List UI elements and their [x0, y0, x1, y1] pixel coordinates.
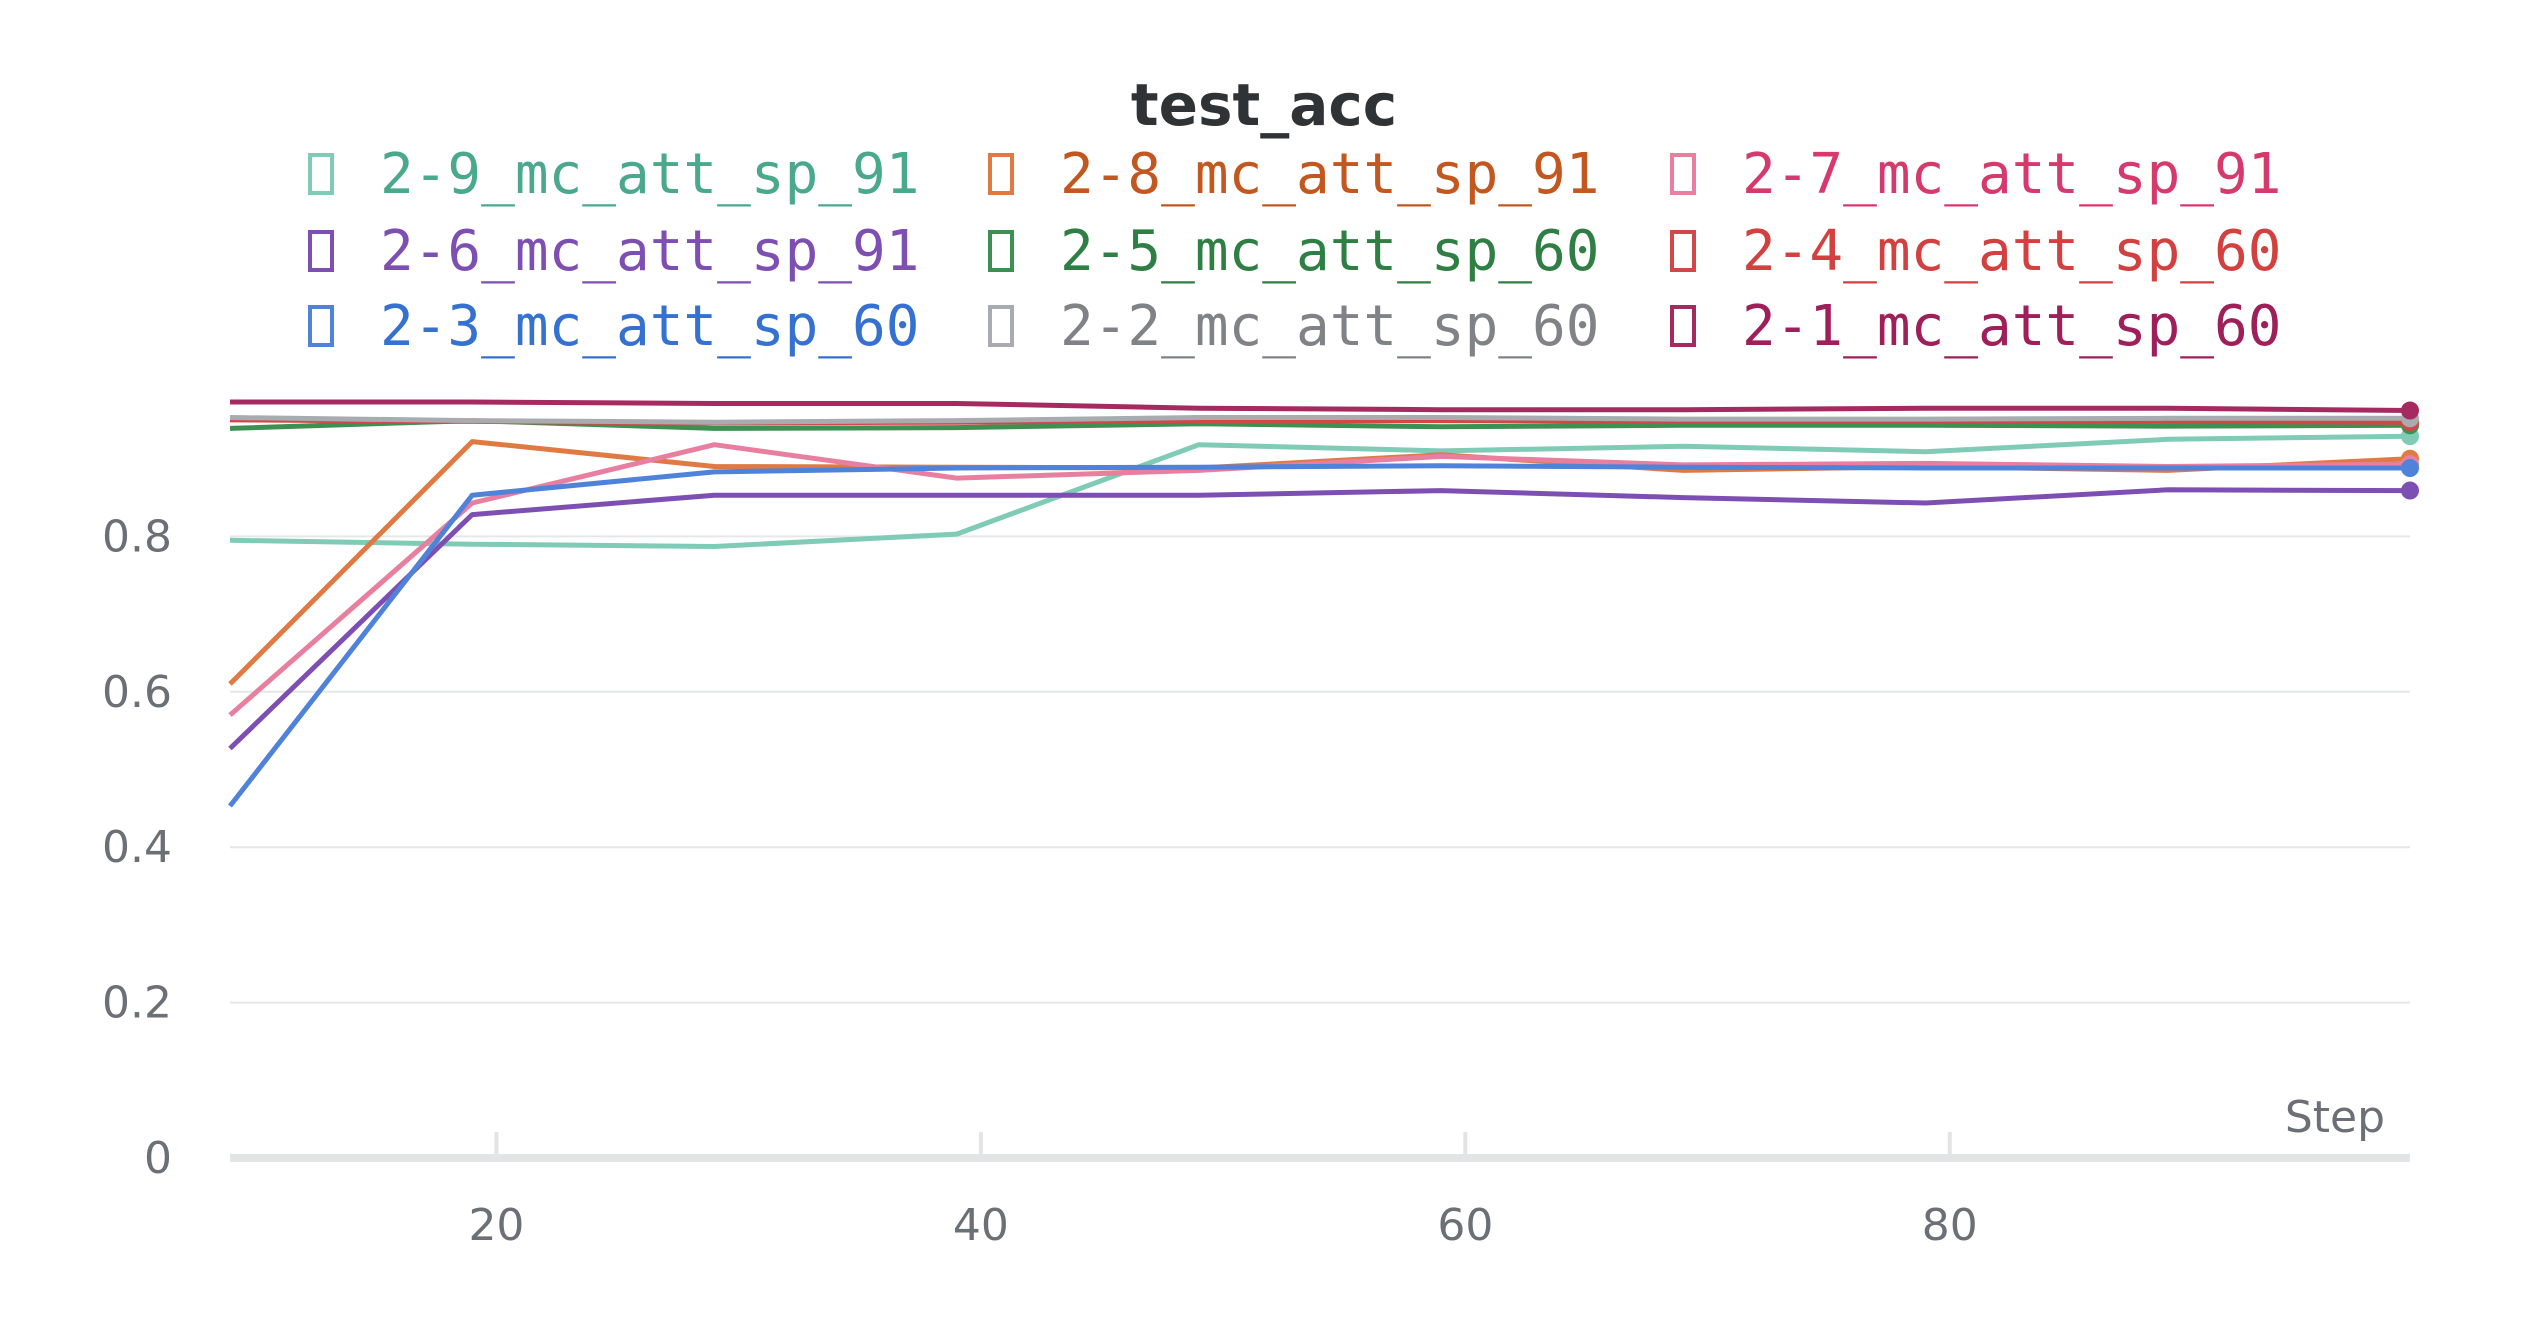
legend-swatch-icon — [1670, 230, 1696, 272]
y-tick-label: 0.4 — [102, 822, 172, 873]
series-line-2-6_mc_att_sp_91 — [228, 487, 2411, 751]
series-line-2-8_mc_att_sp_91 — [228, 439, 2411, 686]
chart-title: test_acc — [1131, 71, 1397, 139]
legend-label: 2-8_mc_att_sp_91 — [1060, 142, 1599, 207]
legend-label: 2-7_mc_att_sp_91 — [1742, 142, 2281, 207]
legend-label: 2-5_mc_att_sp_60 — [1060, 219, 1599, 284]
legend: 2-9_mc_att_sp_91 2-8_mc_att_sp_91 2-7_mc_a… — [308, 142, 2281, 359]
series-lines — [228, 399, 2411, 808]
series-line-2-2_mc_att_sp_60 — [229, 415, 2410, 425]
legend-item[interactable]: 2-6_mc_att_sp_91 — [308, 219, 919, 284]
legend-swatch-icon — [988, 153, 1014, 195]
x-tick-label: 80 — [1922, 1200, 1978, 1251]
legend-swatch-icon — [308, 305, 334, 347]
series-end-point — [2401, 459, 2419, 478]
grid-lines — [230, 535, 2410, 1004]
legend-label: 2-6_mc_att_sp_91 — [380, 219, 919, 284]
legend-item[interactable]: 2-5_mc_att_sp_60 — [988, 219, 1599, 284]
x-tick-label: 20 — [468, 1200, 524, 1251]
legend-swatch-icon — [988, 305, 1014, 347]
y-tick-label: 0.2 — [102, 978, 172, 1029]
x-tick-label: 60 — [1437, 1200, 1493, 1251]
y-tick-label: 0.6 — [102, 667, 172, 718]
legend-swatch-icon — [1670, 153, 1696, 195]
x-axis-label: Step — [2285, 1092, 2385, 1143]
x-axis: 20 40 60 80 — [230, 1132, 2410, 1251]
legend-label: 2-4_mc_att_sp_60 — [1742, 219, 2281, 284]
legend-label: 2-3_mc_att_sp_60 — [380, 294, 919, 359]
legend-label: 2-2_mc_att_sp_60 — [1060, 294, 1599, 359]
legend-label: 2-9_mc_att_sp_91 — [380, 142, 919, 207]
series-end-markers — [2401, 401, 2419, 500]
legend-item[interactable]: 2-7_mc_att_sp_91 — [1670, 142, 2281, 207]
x-tick-label: 40 — [953, 1200, 1009, 1251]
y-axis: 0 0.2 0.4 0.6 0.8 — [102, 511, 172, 1184]
legend-item[interactable]: 2-4_mc_att_sp_60 — [1670, 219, 2281, 284]
legend-swatch-icon — [988, 230, 1014, 272]
legend-item[interactable]: 2-9_mc_att_sp_91 — [308, 142, 919, 207]
series-end-point — [2401, 481, 2419, 500]
legend-label: 2-1_mc_att_sp_60 — [1742, 294, 2281, 359]
legend-item[interactable]: 2-1_mc_att_sp_60 — [1670, 294, 2281, 359]
y-tick-label: 0.8 — [102, 511, 172, 562]
legend-item[interactable]: 2-3_mc_att_sp_60 — [308, 294, 919, 359]
legend-swatch-icon — [1670, 305, 1696, 347]
legend-item[interactable]: 2-2_mc_att_sp_60 — [988, 294, 1599, 359]
series-line-2-3_mc_att_sp_60 — [228, 463, 2410, 808]
legend-swatch-icon — [308, 230, 334, 272]
series-end-point — [2401, 401, 2419, 420]
legend-item[interactable]: 2-8_mc_att_sp_91 — [988, 142, 1599, 207]
y-tick-label: 0 — [144, 1133, 172, 1184]
legend-swatch-icon — [308, 153, 334, 195]
series-line-2-7_mc_att_sp_91 — [228, 442, 2411, 717]
series-line-2-1_mc_att_sp_60 — [230, 399, 2411, 413]
series-line-2-9_mc_att_sp_91 — [229, 433, 2411, 549]
